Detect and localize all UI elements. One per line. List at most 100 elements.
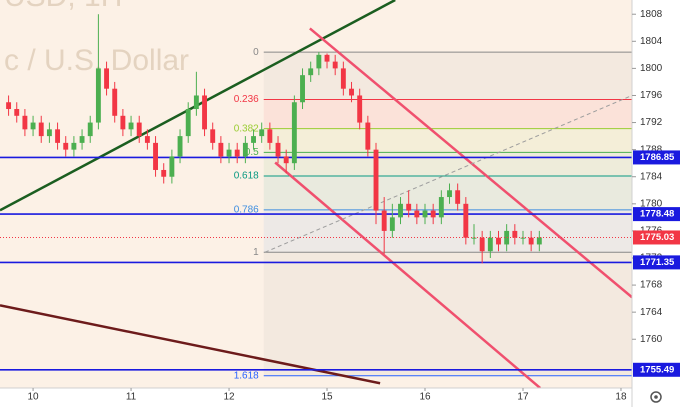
price-level-tag-bg: [633, 362, 680, 377]
candle-body: [120, 115, 126, 130]
x-tick-label: 12: [223, 392, 235, 403]
trendline: [264, 95, 632, 253]
candle-body: [528, 237, 534, 245]
y-tick-label: 1784: [640, 171, 663, 182]
candle-body: [455, 190, 461, 204]
candle-body: [487, 237, 493, 252]
candle-body: [520, 237, 526, 239]
candle-body: [177, 136, 183, 157]
price-level-tag: 1755.49: [640, 364, 674, 375]
candle-body: [202, 95, 207, 130]
y-tick-label: 1796: [640, 90, 663, 101]
fib-zone: [263, 152, 632, 177]
candle-body: [406, 203, 412, 211]
fib-zone: [263, 252, 632, 376]
fib-zone: [263, 209, 632, 253]
candle-body: [218, 142, 224, 157]
candle-body: [210, 129, 216, 143]
candle-body: [55, 129, 61, 143]
candle-body: [496, 237, 501, 245]
candle-body: [112, 88, 118, 116]
candle-body: [87, 122, 93, 137]
candle-body: [234, 149, 240, 157]
time-axis: [0, 388, 632, 407]
candle-body: [422, 210, 428, 218]
price-axis: [632, 0, 680, 407]
fib-level-label: 0: [253, 47, 259, 58]
candle-body: [414, 210, 420, 218]
fib-level-label: 0.5: [245, 147, 259, 158]
candle-body: [308, 68, 314, 76]
candle-body: [332, 61, 338, 69]
candle-body: [504, 230, 510, 245]
candle-body: [6, 102, 12, 110]
candle-body: [357, 95, 363, 123]
candle-body: [14, 109, 20, 116]
candle-body: [381, 210, 387, 231]
candle-body: [398, 203, 403, 218]
last-price-tag-bg: [633, 230, 680, 245]
y-tick-label: 1808: [640, 9, 663, 20]
y-tick-label: 1760: [640, 334, 663, 345]
fib-level-label: 0.786: [234, 205, 259, 216]
candle-body: [365, 122, 371, 150]
y-tick-label: 1780: [640, 198, 663, 209]
fib-level-label: 1: [253, 247, 259, 258]
candle-body: [136, 122, 142, 137]
plot-area: USD, 1Hc / U.S. Dollar00.2360.3820.50.61…: [0, 0, 632, 388]
candle-body: [46, 129, 52, 137]
candle-body: [22, 115, 28, 130]
candle-body: [242, 142, 248, 157]
plot-background: [0, 0, 632, 388]
candle-body: [226, 149, 232, 157]
trendline: [309, 27, 632, 299]
candle-body: [275, 142, 281, 157]
candle-body: [389, 217, 395, 231]
settings-icon[interactable]: [650, 391, 662, 403]
candle-body: [144, 136, 150, 143]
x-tick-label: 18: [615, 392, 627, 403]
candle-body: [161, 169, 167, 177]
y-tick-label: 1792: [640, 117, 663, 128]
candle-body: [193, 95, 199, 110]
candle-body: [316, 54, 322, 69]
candle-body: [267, 129, 273, 143]
x-tick-label: 17: [517, 392, 529, 403]
candle-body: [63, 142, 69, 150]
y-tick-label: 1804: [640, 36, 663, 47]
price-level-tag: 1778.48: [640, 209, 674, 220]
candle-body: [71, 142, 77, 150]
candle-body: [79, 136, 85, 143]
candle-body: [95, 68, 101, 123]
fib-level-label: 0.618: [234, 171, 259, 182]
candle-body: [373, 149, 379, 211]
watermark: USD, 1H: [4, 0, 122, 13]
fib-zone: [263, 99, 632, 129]
candle-body: [185, 109, 191, 137]
fib-level-label: 0.382: [234, 123, 259, 134]
candle-body: [471, 237, 477, 239]
price-level-tag-bg: [633, 255, 680, 270]
candle-body: [128, 122, 134, 130]
candle-body: [30, 122, 36, 130]
candle-body: [104, 68, 110, 89]
price-level-tag: 1771.35: [640, 257, 675, 268]
fib-zone: [263, 128, 632, 153]
candle-body: [438, 197, 444, 218]
x-tick-label: 15: [321, 392, 333, 403]
price-level-tag-bg: [633, 207, 680, 222]
candle-body: [340, 68, 346, 89]
price-level-tag: 1786.85: [640, 152, 675, 163]
candle-body: [169, 156, 175, 177]
y-tick-label: 1800: [640, 63, 663, 74]
x-tick-label: 10: [28, 392, 40, 403]
candle-body: [38, 122, 44, 137]
candle-body: [251, 136, 256, 143]
candle-body: [447, 190, 452, 198]
price-level-tag-bg: [633, 150, 680, 165]
trendline: [274, 161, 541, 388]
candle-body: [463, 203, 469, 238]
candle-body: [259, 129, 265, 137]
candle-body: [479, 237, 485, 252]
